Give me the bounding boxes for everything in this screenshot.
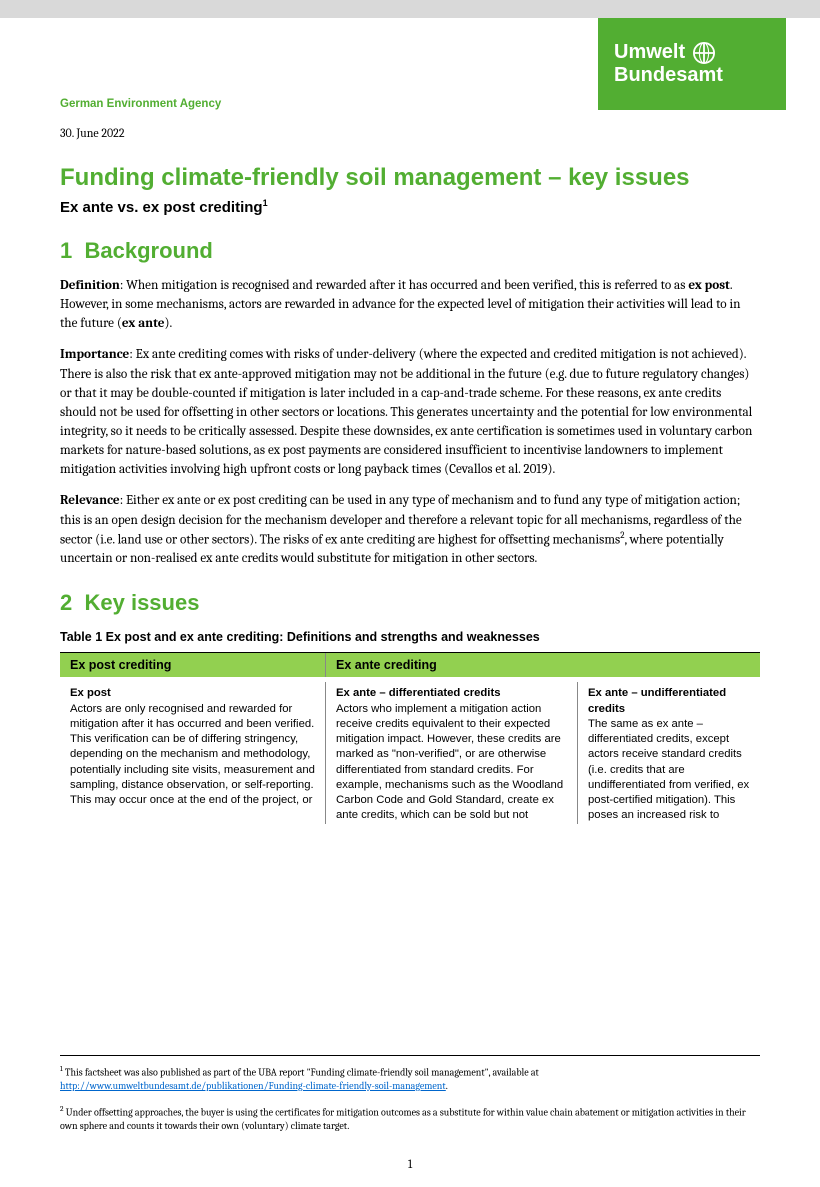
term-ex-ante: ex ante [122,316,165,331]
document-subtitle: Ex ante vs. ex post crediting1 [60,198,760,216]
cell-title: Ex ante – undifferentiated credits [588,686,750,717]
document-title: Funding climate-friendly soil management… [60,164,760,192]
page: Umwelt Bundesamt German Environment Agen… [0,18,820,1187]
publish-date: 30. June 2022 [60,126,760,140]
cell-body: Actors are only recognised and rewarded … [70,703,315,807]
subtitle-text: Ex ante vs. ex post crediting [60,199,263,216]
crediting-table: Ex post crediting Ex ante crediting Ex p… [60,652,760,823]
section-number: 2 [60,590,72,615]
section-title: Key issues [84,590,199,615]
footnotes: 1 This factsheet was also published as p… [60,1055,760,1143]
footnote-link[interactable]: http://www.umweltbundesamt.de/publikatio… [60,1080,446,1092]
section-heading-background: 1 Background [60,238,760,264]
section-title: Background [84,238,212,263]
term-ex-post: ex post [688,278,730,293]
globe-cross-icon [693,42,715,64]
section-number: 1 [60,238,72,263]
para-text: ). [165,316,173,331]
table-header-row: Ex post crediting Ex ante crediting [60,653,760,677]
para-text: : When mitigation is recognised and rewa… [120,278,688,293]
table-caption: Table 1 Ex post and ex ante crediting: D… [60,630,760,644]
cell-title: Ex ante – differentiated credits [336,686,567,701]
para-label: Importance [60,347,129,362]
footnote-2: 2 Under offsetting approaches, the buyer… [60,1104,760,1133]
logo-line2: Bundesamt [614,64,786,87]
footnote-text: Under offsetting approaches, the buyer i… [60,1106,746,1132]
paragraph-definition: Definition: When mitigation is recognise… [60,276,760,333]
cell-title: Ex post [70,686,315,701]
table-cell-ex-post: Ex post Actors are only recognised and r… [60,682,326,823]
cell-body: The same as ex ante – differentiated cre… [588,718,749,822]
paragraph-importance: Importance: Ex ante crediting comes with… [60,345,760,479]
footnote-text: This factsheet was also published as par… [63,1067,539,1079]
section-heading-key-issues: 2 Key issues [60,590,760,616]
table-header-ex-post: Ex post crediting [60,653,326,677]
footnote-text: . [446,1080,448,1092]
table-header-ex-ante: Ex ante crediting [326,653,760,677]
para-label: Relevance [60,493,120,508]
para-text: : Ex ante crediting comes with risks of … [60,347,752,477]
table-cell-ex-ante-undiff: Ex ante – undifferentiated credits The s… [578,682,760,823]
logo-line1: Umwelt [614,41,685,64]
footnote-1: 1 This factsheet was also published as p… [60,1064,760,1093]
subtitle-footnote-ref: 1 [263,198,268,208]
cell-body: Actors who implement a mitigation action… [336,703,563,822]
paragraph-relevance: Relevance: Either ex ante or ex post cre… [60,491,760,568]
table-cell-ex-ante-diff: Ex ante – differentiated credits Actors … [326,682,578,823]
brand-logo: Umwelt Bundesamt [598,18,786,110]
para-label: Definition [60,278,120,293]
table-body-row: Ex post Actors are only recognised and r… [60,682,760,823]
